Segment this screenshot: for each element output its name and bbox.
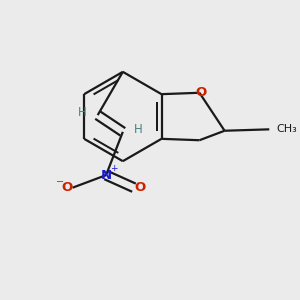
Text: N: N [100, 169, 112, 182]
Text: O: O [195, 86, 206, 99]
Text: −: − [56, 176, 64, 187]
Text: H: H [78, 106, 87, 119]
Text: H: H [134, 123, 142, 136]
Text: O: O [134, 181, 145, 194]
Text: +: + [110, 164, 117, 172]
Text: CH₃: CH₃ [276, 124, 297, 134]
Text: O: O [61, 181, 73, 194]
